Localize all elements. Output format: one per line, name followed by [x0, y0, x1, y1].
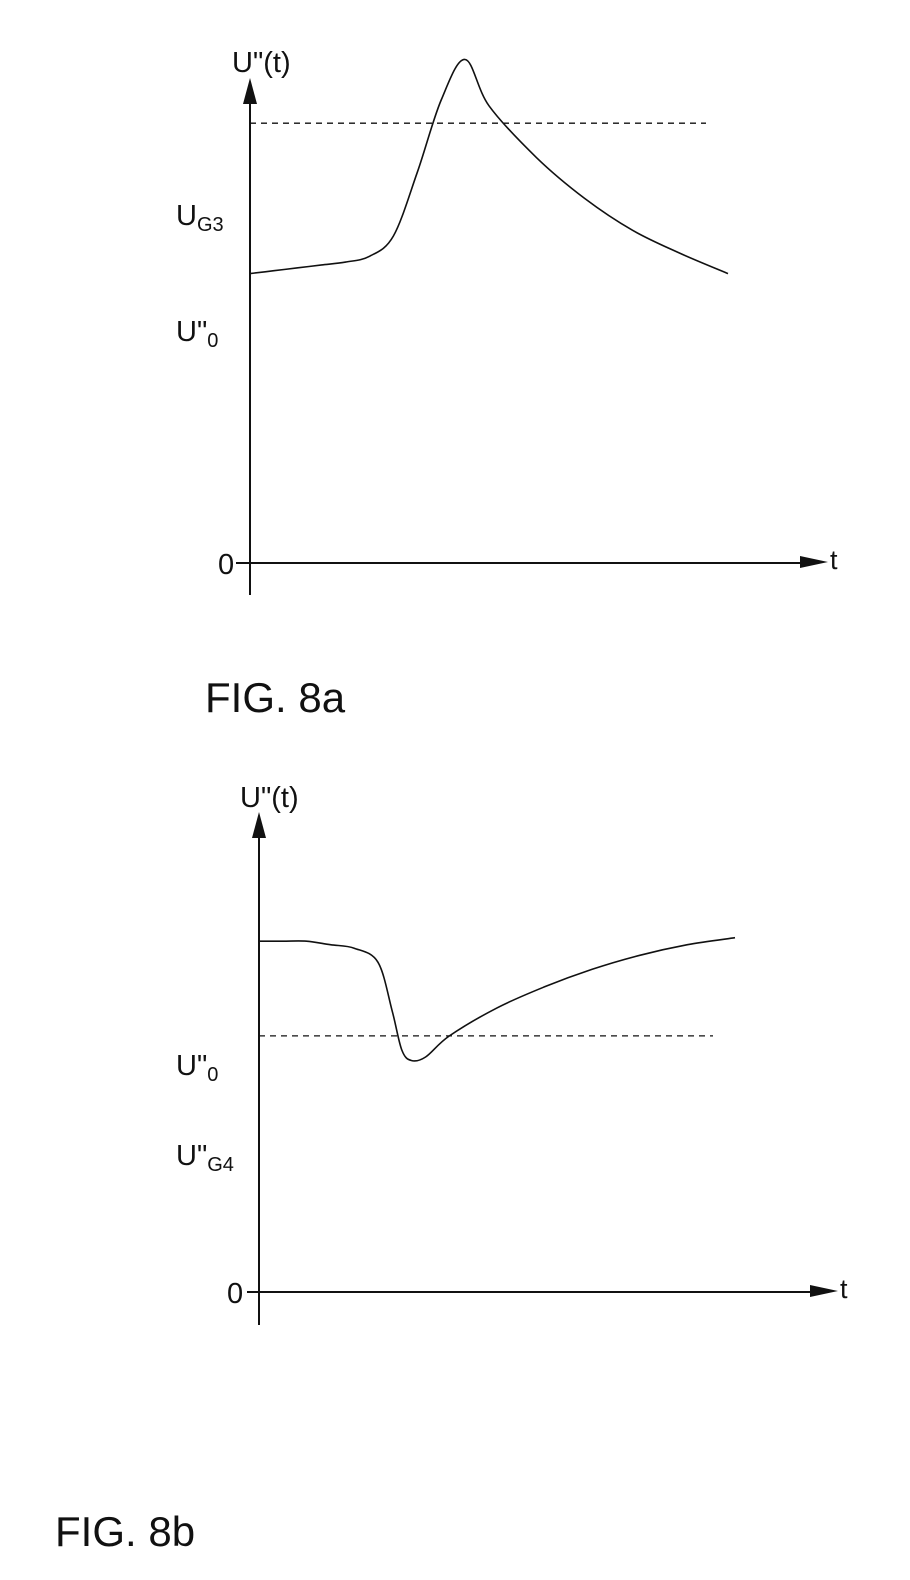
tick-label-ug4-main: U"	[176, 1140, 207, 1172]
tick-label-ug4: U"G4	[176, 1140, 234, 1176]
tick-label-zero-fig-8b: 0	[227, 1278, 243, 1310]
chart-fig-8a: U"(t) t UG3 U"0 0 FIG. 8a	[176, 47, 838, 721]
y-axis-arrow-fig-8a	[243, 78, 257, 104]
tick-label-zero-fig-8a: 0	[218, 549, 234, 581]
chart-fig-8b: U"(t) t U"0 U"G4 0 FIG. 8b	[55, 782, 848, 1555]
x-axis-arrow-fig-8a	[800, 556, 828, 568]
x-axis-arrow-fig-8b	[810, 1285, 838, 1297]
figure-caption-8b: FIG. 8b	[55, 1508, 195, 1555]
y-axis-label-fig-8b: U"(t)	[240, 782, 299, 814]
figure-caption-8a: FIG. 8a	[205, 674, 346, 721]
y-axis-arrow-fig-8b	[252, 812, 266, 838]
tick-label-ug4-sub: G4	[207, 1154, 234, 1176]
tick-label-ug3-main: U	[176, 200, 197, 232]
tick-label-u0-sub-fig-8b: 0	[207, 1064, 218, 1086]
y-axis-label-fig-8a: U"(t)	[232, 47, 291, 79]
tick-label-u0-main-fig-8b: U"	[176, 1050, 207, 1082]
tick-label-ug3-sub: G3	[197, 214, 224, 236]
x-axis-label-fig-8a: t	[830, 545, 838, 575]
signal-curve-fig-8a	[250, 59, 728, 273]
tick-label-ug3: UG3	[176, 200, 224, 236]
tick-label-u0-main-fig-8a: U"	[176, 316, 207, 348]
x-axis-label-fig-8b: t	[840, 1274, 848, 1304]
tick-label-u0-fig-8a: U"0	[176, 316, 218, 352]
signal-curve-fig-8b	[259, 938, 735, 1061]
tick-label-u0-sub-fig-8a: 0	[207, 330, 218, 352]
tick-label-u0-fig-8b: U"0	[176, 1050, 218, 1086]
